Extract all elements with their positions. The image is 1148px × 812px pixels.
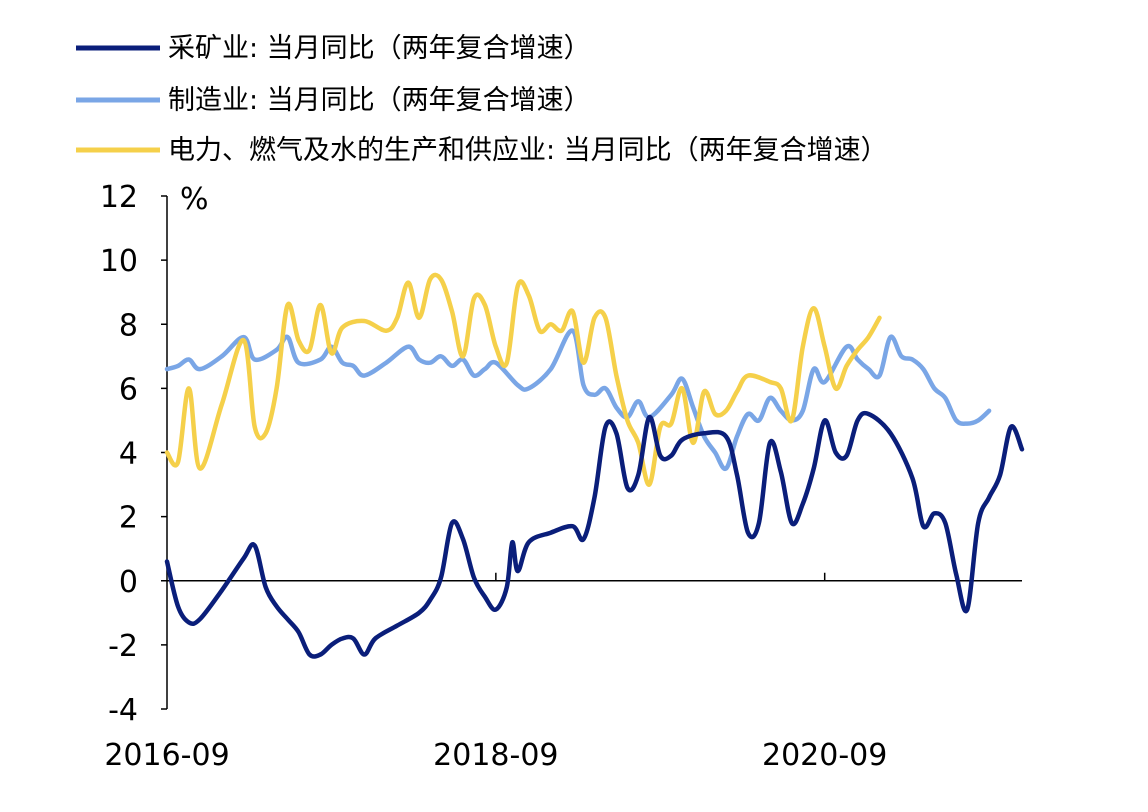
y-tick-label: -4	[108, 693, 138, 728]
y-tick-label: 0	[119, 565, 138, 600]
x-tick-label: 2018-09	[433, 738, 558, 773]
y-tick-label: 6	[119, 372, 138, 407]
x-tick-label: 2020-09	[762, 738, 887, 773]
y-tick-label: 10	[100, 244, 138, 279]
y-axis-unit-label: %	[180, 182, 209, 217]
series-line-3	[164, 272, 882, 487]
legend: 采矿业: 当月同比（两年复合增速） 制造业: 当月同比（两年复合增速） 电力、燃气及…	[76, 33, 888, 166]
y-axis: -4 -2 0 2 4 6 8 10 12%	[100, 180, 209, 728]
y-tick-label: 4	[119, 437, 138, 472]
series-line-1	[164, 410, 1025, 659]
y-tick-label: 8	[119, 308, 138, 343]
legend-label-3: 电力、燃气及水的生产和供应业: 当月同比（两年复合增速）	[168, 135, 888, 166]
y-tick-label: 12	[100, 180, 138, 215]
series-layer	[164, 272, 1025, 659]
x-axis: 2016-09 2018-09 2020-09	[104, 572, 1022, 773]
y-tick-label: -2	[108, 629, 138, 664]
x-tick-label: 2016-09	[104, 738, 229, 773]
legend-label-2: 制造业: 当月同比（两年复合增速）	[168, 85, 591, 116]
legend-label-1: 采矿业: 当月同比（两年复合增速）	[168, 33, 591, 64]
y-tick-label: 2	[119, 501, 138, 536]
